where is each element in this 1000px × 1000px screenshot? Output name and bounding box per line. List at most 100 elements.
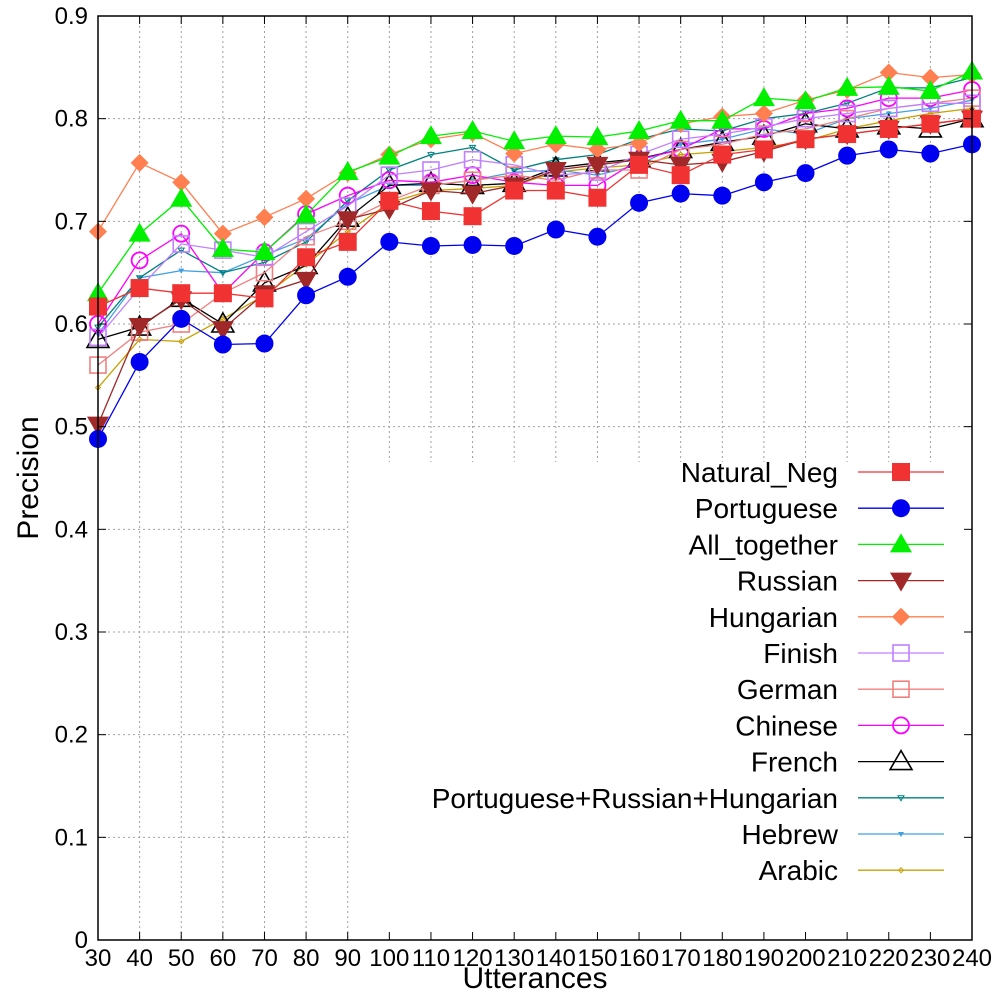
y-tick-label: 0: [75, 927, 88, 954]
data-point: [838, 146, 857, 165]
data-point: [586, 156, 609, 176]
data-point: [419, 182, 442, 202]
data-point: [338, 186, 357, 205]
data-point: [380, 191, 399, 210]
series-line: [97, 89, 973, 325]
data-point: [468, 144, 477, 152]
data-point: [510, 167, 519, 174]
data-point: [588, 227, 607, 246]
data-point: [130, 251, 149, 270]
data-point: [505, 181, 524, 200]
data-point: [338, 232, 357, 251]
x-tick-label: 140: [536, 945, 576, 972]
y-tick-label: 0.1: [55, 824, 88, 851]
legend-label: Finish: [763, 638, 838, 669]
x-tick-label: 60: [210, 945, 237, 972]
data-point: [378, 145, 401, 165]
data-point: [630, 193, 649, 212]
data-point: [461, 119, 484, 139]
data-point: [172, 284, 191, 303]
data-point: [336, 161, 359, 181]
data-point: [213, 284, 232, 303]
legend-entry: Arabic: [759, 855, 944, 886]
data-point: [421, 236, 440, 255]
data-point: [461, 185, 484, 205]
data-point: [130, 352, 149, 371]
data-point: [178, 338, 185, 345]
data-point: [172, 173, 191, 192]
data-point: [295, 271, 318, 291]
data-point: [505, 236, 524, 255]
legend-label: Hebrew: [742, 819, 839, 850]
data-point: [890, 572, 912, 592]
x-tick-label: 130: [494, 945, 534, 972]
data-point: [213, 335, 232, 354]
data-point: [754, 104, 773, 123]
x-tick-label: 240: [952, 945, 992, 972]
series-line: [97, 107, 973, 389]
series-line: [97, 76, 973, 328]
legend-label: Hungarian: [709, 602, 838, 633]
data-point: [713, 145, 732, 164]
data-point: [385, 167, 394, 174]
data-point: [921, 68, 940, 87]
data-point: [921, 144, 940, 163]
data-point: [211, 321, 234, 341]
data-point: [255, 208, 274, 227]
data-point: [419, 125, 442, 145]
data-point: [838, 104, 856, 123]
data-point: [713, 186, 732, 205]
data-point: [877, 75, 900, 95]
data-point: [879, 63, 898, 82]
legend-entry: Finish: [763, 638, 944, 669]
legend-label: All_together: [689, 529, 838, 560]
data-point: [255, 334, 274, 353]
legend: Natural_Neg Portuguese All_together Russian…: [432, 457, 944, 886]
data-point: [838, 125, 857, 144]
data-point: [630, 155, 649, 174]
data-point: [546, 181, 565, 200]
data-point: [463, 207, 482, 226]
series-line: [97, 102, 972, 338]
x-axis-title: Utterances: [462, 962, 607, 995]
grid: [98, 16, 972, 940]
data-point: [380, 166, 399, 184]
legend-entry: Hebrew: [742, 819, 944, 850]
data-point: [130, 153, 149, 172]
data-point: [427, 152, 435, 159]
y-tick-label: 0.2: [55, 722, 88, 749]
x-tick-label: 150: [577, 945, 617, 972]
data-point: [463, 235, 482, 254]
data-point: [897, 795, 905, 802]
data-point: [888, 749, 914, 771]
data-point: [255, 289, 274, 308]
x-tick-label: 50: [168, 945, 195, 972]
data-point: [628, 119, 651, 139]
data-point: [671, 184, 690, 203]
legend-entry: Natural_Neg: [681, 457, 944, 488]
data-point: [796, 109, 815, 128]
legend-entry: Chinese: [735, 710, 944, 741]
data-point: [343, 198, 352, 205]
legend-label: Natural_Neg: [681, 457, 838, 488]
series-natural-neg: [89, 109, 981, 316]
data-point: [128, 318, 151, 338]
data-point: [879, 99, 898, 118]
data-point: [754, 173, 773, 192]
data-point: [892, 680, 910, 699]
data-point: [380, 232, 399, 251]
data-point: [213, 224, 232, 243]
x-tick-label: 100: [369, 945, 409, 972]
data-point: [719, 137, 726, 143]
data-point: [297, 189, 316, 208]
data-point: [297, 286, 316, 305]
series-portuguese: [89, 135, 981, 448]
data-point: [879, 140, 898, 159]
x-tick-label: 160: [619, 945, 659, 972]
y-tick-label: 0.4: [55, 516, 88, 543]
data-point: [130, 279, 149, 298]
x-tick-label: 200: [786, 945, 826, 972]
data-point: [421, 202, 440, 221]
data-point: [892, 607, 910, 626]
x-tick-label: 170: [661, 945, 701, 972]
